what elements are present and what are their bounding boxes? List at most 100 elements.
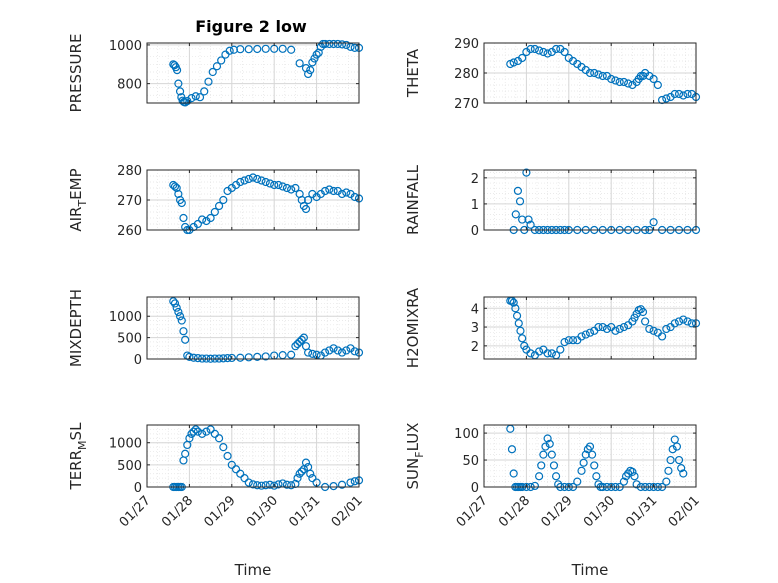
y-tick-label: 280 (454, 67, 479, 82)
data-point (683, 89, 692, 99)
data-point (585, 442, 595, 451)
data-point (568, 336, 578, 345)
y-tick-label: 1000 (109, 310, 142, 325)
data-point (240, 176, 249, 185)
data-point (253, 44, 262, 54)
data-point (545, 439, 554, 448)
data-point (541, 442, 550, 451)
y-tick-label: 290 (454, 37, 479, 52)
data-point (291, 342, 300, 351)
data-point (193, 354, 202, 363)
data-point (293, 474, 302, 483)
data-point (329, 482, 338, 491)
data-point (248, 480, 258, 489)
data-point (666, 455, 675, 465)
data-point (325, 185, 334, 194)
data-point (210, 207, 219, 217)
data-point (615, 324, 624, 334)
data-point (225, 46, 234, 55)
data-point (509, 469, 518, 478)
y-tick-label: 270 (454, 97, 479, 112)
data-point (179, 213, 188, 223)
data-point (514, 319, 523, 328)
data-point (602, 324, 612, 334)
data-point (592, 472, 601, 481)
data-point (611, 326, 620, 335)
data-point (547, 349, 556, 358)
y-axis-label: AIRTEMP (67, 168, 89, 231)
data-point (641, 317, 650, 326)
data-point (564, 336, 573, 345)
data-point (579, 458, 588, 467)
data-point (619, 322, 629, 332)
data-point (297, 467, 306, 476)
data-point (535, 472, 544, 481)
data-point (526, 220, 535, 229)
data-point (350, 192, 359, 202)
data-point (291, 183, 300, 193)
data-point (649, 326, 658, 335)
data-point (189, 427, 198, 436)
data-point (350, 477, 359, 486)
data-point (590, 461, 599, 470)
y-tick-label: 500 (117, 459, 142, 474)
data-point (668, 445, 677, 454)
data-point (342, 188, 351, 197)
data-point (664, 466, 673, 475)
data-point (257, 176, 266, 185)
figure-title: Figure 2 low (195, 17, 307, 36)
y-tick-label: 1000 (109, 39, 142, 54)
data-point (320, 186, 330, 196)
data-point (677, 464, 686, 473)
data-point (672, 442, 682, 451)
data-point (530, 44, 539, 54)
data-point (274, 180, 283, 190)
y-axis-label: TERRMSL (67, 422, 89, 491)
y-tick-label: 270 (117, 194, 142, 209)
y-tick-label: 3 (471, 321, 479, 336)
data-point (577, 466, 586, 475)
data-point (350, 347, 359, 356)
data-point (244, 45, 253, 54)
data-point (670, 319, 679, 328)
data-point (236, 469, 245, 478)
data-point (270, 180, 279, 190)
y-tick-label: 50 (462, 454, 479, 469)
data-point (177, 93, 186, 102)
data-point (615, 77, 624, 87)
data-point (551, 44, 561, 54)
data-point (638, 307, 648, 317)
y-axis-label: H2OMIXRA (404, 287, 422, 368)
data-point (325, 346, 334, 355)
data-point (516, 326, 525, 335)
data-point (236, 45, 245, 54)
data-point (539, 450, 548, 459)
data-point (594, 322, 603, 332)
data-point (619, 477, 629, 486)
y-tick-label: 500 (117, 332, 142, 347)
data-point (649, 74, 658, 84)
data-point (177, 198, 186, 208)
data-point (198, 215, 207, 224)
data-point (229, 45, 239, 54)
data-point (177, 316, 186, 325)
data-point (630, 472, 639, 481)
data-point (185, 434, 194, 443)
data-point (282, 183, 292, 193)
data-point (679, 469, 688, 478)
data-point (674, 455, 684, 465)
data-point (598, 71, 607, 81)
data-point (195, 93, 205, 102)
data-point (244, 478, 253, 487)
data-point (320, 39, 330, 49)
y-axis-label: MIXDEPTH (67, 289, 85, 367)
data-point (193, 427, 202, 436)
data-point (293, 339, 302, 349)
data-point (172, 303, 181, 312)
data-point (624, 79, 633, 88)
data-point (619, 77, 629, 87)
data-point (287, 481, 296, 490)
axes-box (483, 296, 697, 360)
data-point (509, 58, 518, 67)
data-point (295, 59, 304, 68)
